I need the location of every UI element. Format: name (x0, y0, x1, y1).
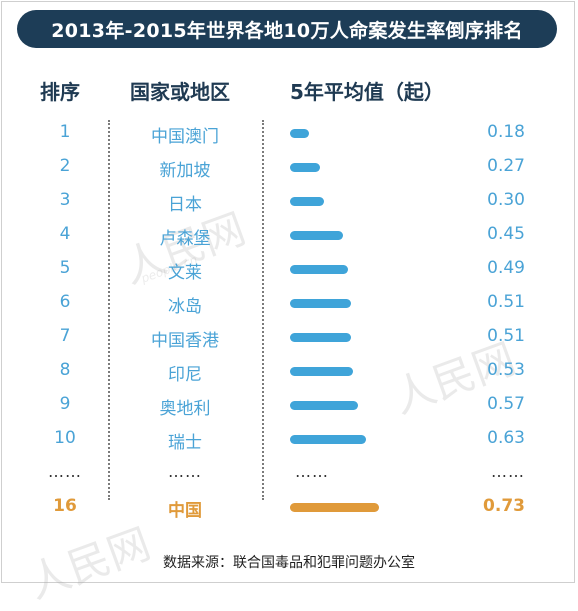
region-label: 卢森堡 (159, 229, 211, 249)
region-label: 奥地利 (159, 399, 211, 419)
bar (290, 265, 348, 274)
rank-label: 16 (53, 496, 77, 516)
rank-label: 7 (59, 326, 71, 346)
value-label: 0.27 (487, 156, 525, 176)
value-label: 0.51 (487, 292, 525, 312)
bar (290, 129, 309, 138)
value-label: 0.49 (487, 258, 525, 278)
rank-label: 6 (59, 292, 71, 312)
rank-label: 2 (59, 156, 71, 176)
value-label: 0.63 (487, 428, 525, 448)
ellipsis: …… (48, 462, 82, 481)
bar (290, 333, 351, 342)
bar (290, 367, 353, 376)
column-divider (262, 120, 264, 500)
ellipsis: …… (168, 462, 202, 481)
region-label: 中国澳门 (151, 127, 219, 147)
region-label: 日本 (168, 195, 202, 215)
rank-label: 9 (59, 394, 71, 414)
bar (290, 401, 358, 410)
column-header-region: 国家或地区 (130, 80, 230, 104)
bar (290, 299, 351, 308)
region-label: 中国 (168, 501, 202, 521)
region-label: 新加坡 (159, 161, 211, 181)
value-label: 0.53 (487, 360, 525, 380)
column-divider (108, 120, 110, 500)
bar (290, 163, 320, 172)
region-label: 瑞士 (168, 433, 202, 453)
value-label: 0.57 (487, 394, 525, 414)
rank-label: 4 (59, 224, 71, 244)
region-label: 印尼 (168, 365, 202, 385)
region-label: 文莱 (168, 263, 202, 283)
bar (290, 503, 379, 512)
bar (290, 231, 343, 240)
rank-label: 10 (54, 428, 76, 448)
rank-label: 1 (59, 122, 71, 142)
bar (290, 197, 324, 206)
value-label: 0.18 (487, 122, 525, 142)
data-source: 数据来源：联合国毒品和犯罪问题办公室 (163, 555, 415, 571)
region-label: 中国香港 (151, 331, 219, 351)
chart-title: 2013年-2015年世界各地10万人命案发生率倒序排名 (17, 10, 557, 48)
bar (290, 435, 366, 444)
chart-frame (1, 1, 575, 583)
rank-label: 3 (59, 190, 71, 210)
column-header-rank: 排序 (40, 80, 80, 104)
value-label: 0.73 (483, 496, 525, 516)
value-label: 0.51 (487, 326, 525, 346)
ellipsis: …… (491, 462, 525, 481)
rank-label: 5 (59, 258, 71, 278)
value-label: 0.45 (487, 224, 525, 244)
column-header-value: 5年平均值（起） (290, 80, 444, 104)
value-label: 0.30 (487, 190, 525, 210)
rank-label: 8 (59, 360, 71, 380)
region-label: 冰岛 (168, 297, 202, 317)
ellipsis: …… (295, 462, 329, 481)
